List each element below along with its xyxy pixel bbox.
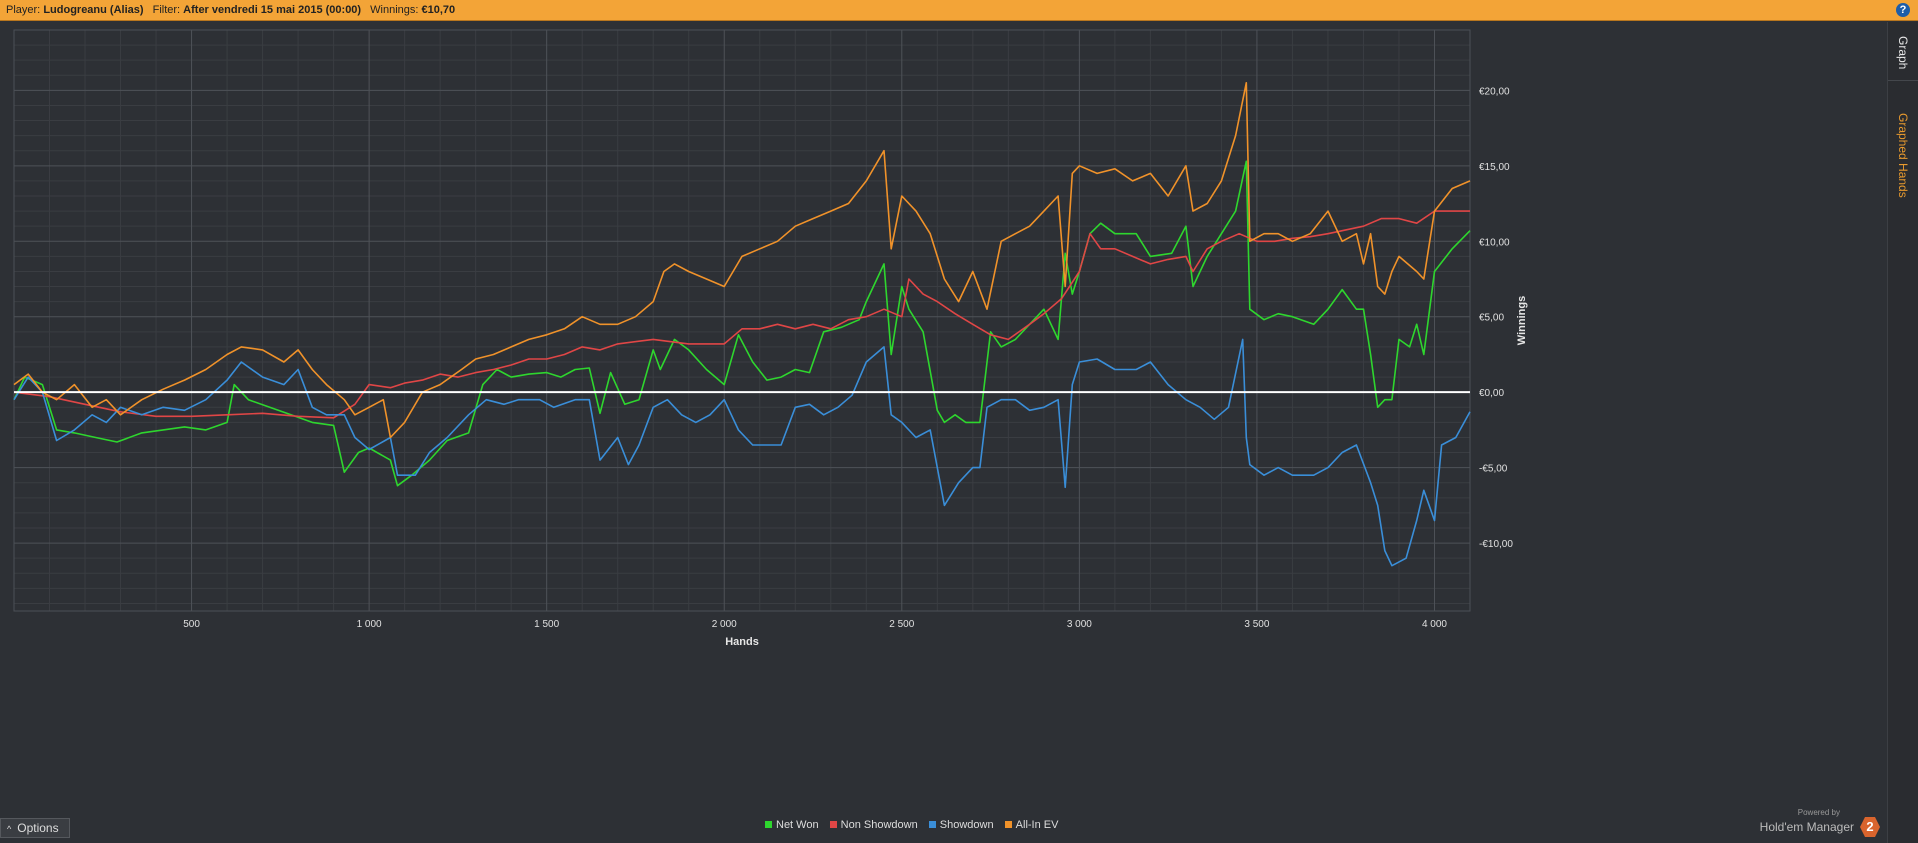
y-tick-label: €10,00 [1479, 237, 1510, 248]
right-tab-strip: Graph Graphed Hands [1887, 22, 1918, 843]
player-label: Player: [6, 4, 41, 16]
grid-minor [14, 29, 1470, 611]
x-tick-label: 500 [183, 619, 200, 630]
brand-block: Powered by Hold'em Manager 2 [1760, 808, 1880, 837]
x-tick-label: 3 000 [1067, 619, 1092, 630]
powered-by-text: Powered by [1797, 808, 1840, 817]
y-axis-label: Winnings [1516, 296, 1528, 345]
x-axis-label: Hands [725, 636, 759, 648]
series-line-net-won [13, 160, 1471, 487]
legend-swatch [765, 821, 772, 828]
tab-graph[interactable]: Graph [1888, 26, 1918, 81]
y-tick-label: -€5,00 [1479, 464, 1508, 475]
legend-label: Non Showdown [840, 819, 918, 831]
legend-item-allin-ev[interactable]: All-In EV [1004, 819, 1059, 831]
legend-item-net-won[interactable]: Net Won [765, 819, 819, 831]
winnings-chart: 500 1 000 1 500 2 000 2 500 3 000 3 500 4 000 -… [13, 29, 1528, 648]
legend-swatch [1004, 821, 1012, 828]
x-tick-label: 1 500 [534, 619, 559, 630]
winnings-label: Winnings: [370, 4, 419, 16]
filter-value: After vendredi 15 mai 2015 (00:00) [183, 4, 362, 16]
legend-label: All-In EV [1015, 819, 1059, 831]
y-tick-label: €20,00 [1479, 86, 1510, 97]
series-layer [13, 82, 1471, 567]
y-tick-label: -€10,00 [1479, 539, 1513, 550]
info-bar: Player: Ludogreanu (Alias) Filter: After… [0, 0, 1918, 21]
x-axis-ticks: 500 1 000 1 500 2 000 2 500 3 000 3 500 4 000 [183, 619, 1447, 630]
y-tick-label: €5,00 [1479, 313, 1504, 324]
x-tick-label: 3 500 [1244, 619, 1269, 630]
y-tick-label: €15,00 [1479, 162, 1510, 173]
chart-area: 500 1 000 1 500 2 000 2 500 3 000 3 500 4 000 -… [0, 22, 1888, 842]
plot-frame [13, 29, 1471, 612]
tab-graphed-hands[interactable]: Graphed Hands [1896, 112, 1910, 198]
grid-major [14, 30, 1470, 611]
brand-name: Hold'em Manager [1759, 820, 1854, 834]
x-tick-label: 2 500 [889, 619, 914, 630]
legend-swatch [928, 821, 936, 828]
chart-legend: Net Won Non Showdown Showdown All-In EV [765, 819, 1066, 831]
player-name: Ludogreanu (Alias) [43, 4, 144, 16]
legend-swatch [829, 821, 837, 828]
options-button[interactable]: ^ Options [0, 818, 70, 838]
legend-item-showdown[interactable]: Showdown [928, 819, 994, 831]
series-line-non-showdown [13, 210, 1470, 419]
hm2-logo-icon: 2 [1860, 817, 1880, 837]
y-tick-label: €0,00 [1479, 388, 1504, 399]
help-icon[interactable]: ? [1896, 3, 1910, 17]
x-tick-label: 1 000 [357, 619, 382, 630]
series-line-showdown [13, 338, 1471, 567]
y-axis-ticks: -€10,00 -€5,00 €0,00 €5,00 €10,00 €15,00 €20,0… [1479, 86, 1513, 550]
series-line-all-in-ev [13, 82, 1471, 439]
options-label: Options [17, 821, 59, 835]
legend-label: Net Won [776, 819, 819, 831]
chevron-up-icon: ^ [7, 824, 12, 834]
x-tick-label: 4 000 [1422, 619, 1447, 630]
x-tick-label: 2 000 [712, 619, 737, 630]
winnings-value: €10,70 [421, 4, 456, 16]
legend-item-non-showdown[interactable]: Non Showdown [829, 819, 918, 831]
legend-label: Showdown [939, 819, 994, 831]
filter-label: Filter: [152, 4, 181, 16]
